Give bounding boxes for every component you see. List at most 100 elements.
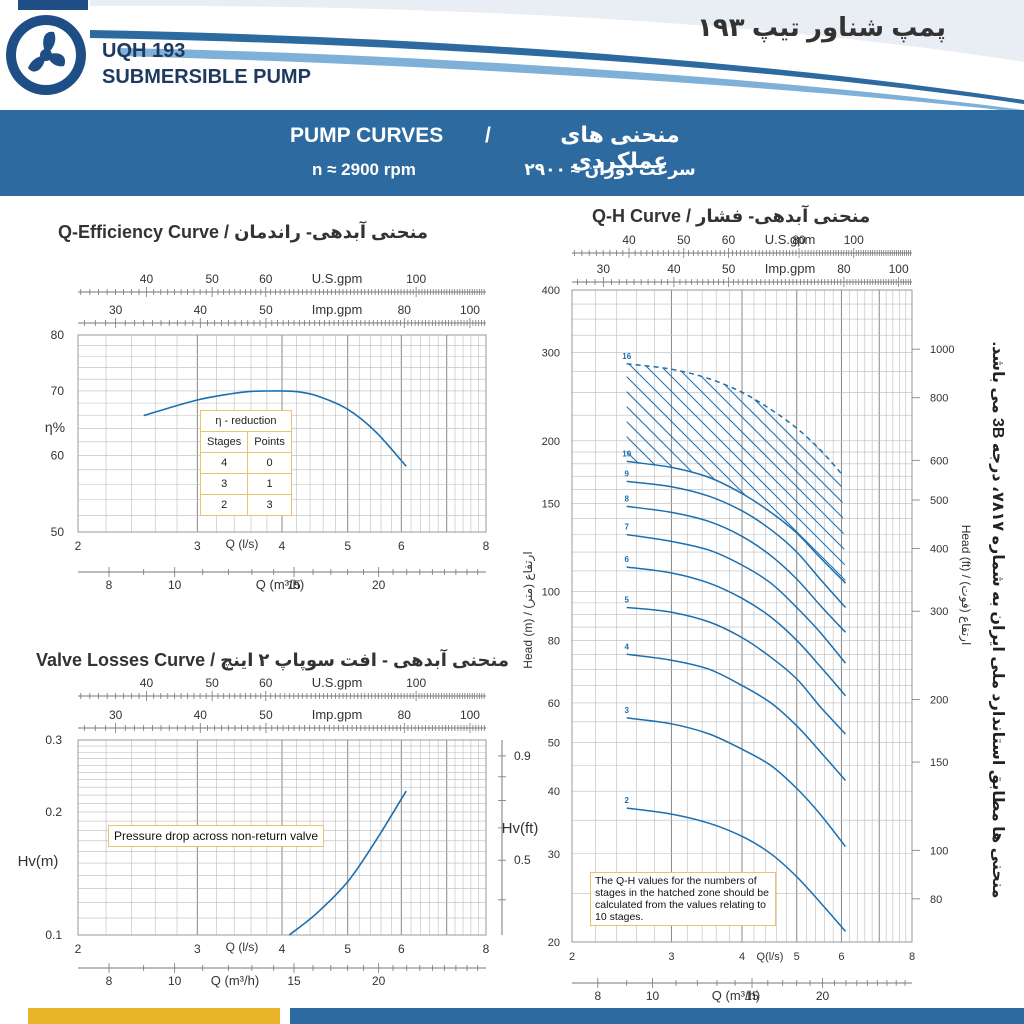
valve-y2-label: Hv(ft) [502,820,539,837]
eff-usgpm-tick-label: 50 [205,272,219,286]
qh-ft-tick-label: 150 [930,757,948,769]
qh-hatch-line [950,340,1024,640]
qh-ls-tick-label: 8 [909,951,915,963]
eff-impgpm-tick-label: 50 [259,303,273,317]
qh-hatch-line [626,363,741,584]
qh-title: Q-H Curve / منحنی آبدهی- فشار [592,206,871,226]
qh-ft-tick-label: 800 [930,393,948,405]
qh-hatch-line [754,363,846,584]
qh-stage-label: 10 [622,449,631,458]
qh-hatch-line [626,363,846,584]
qh-hatch-line [769,363,846,584]
qh-curve-stage [626,566,847,697]
eff-ls-tick-label: 3 [194,539,201,553]
page-header: UQH 193 SUBMERSIBLE PUMP پمپ شناور تیپ ۱… [0,0,1024,110]
qh-hatch-line [305,340,605,640]
qh-y-tick-label: 100 [542,587,560,599]
qh-ft-tick-label: 1000 [930,344,954,356]
qh-y-tick-label: 40 [548,786,560,798]
eff-m3h-tick-label: 20 [372,578,386,592]
qh-ls-tick-label: 2 [569,951,575,963]
qh-hatch-line [935,340,1024,640]
valve-ls-tick-label: 5 [344,942,351,956]
qh-curve-stage [626,653,847,781]
eff-usgpm-axis-label: U.S.gpm [312,271,363,286]
qh-y-tick-label: 50 [548,738,560,750]
qh-stage-label: 5 [625,596,630,605]
eff-usgpm-tick-label: 40 [140,272,154,286]
qh-hatch-line [649,363,846,584]
qh-hatch-line [275,340,575,640]
eff-m3h-axis-label: Q (m³/h) [256,577,304,592]
qh-ls-tick-label: 4 [739,951,745,963]
qh-hatch-line [626,363,846,584]
valve-usgpm-tick-label: 40 [140,676,154,690]
banner-title-en: PUMP CURVES [290,124,444,147]
qh-ft-tick-label: 600 [930,455,948,467]
eff-y-tick-label: 80 [51,328,65,342]
qh-ls-tick-label: 3 [668,951,674,963]
qh-impgpm-tick-label: 30 [597,262,611,276]
qh-ls-tick-label: 6 [838,951,844,963]
qh-stage-label: 16 [622,352,631,361]
eff-m3h-tick-label: 15 [287,578,301,592]
valve-y-tick-label: 0.3 [45,733,62,747]
valve-y-tick-label: 0.2 [45,805,62,819]
qh-m3h-tick-label: 15 [745,989,759,1003]
qh-impgpm-tick-label: 80 [837,262,851,276]
eff-y-tick-label: 60 [51,449,65,463]
product-name: SUBMERSIBLE PUMP [102,66,311,88]
qh-curve-stage [626,480,847,608]
qh-y-tick-label: 20 [548,937,560,949]
eff-ls-tick-label: 8 [483,539,490,553]
qh-hatch-line [626,363,726,584]
eff-impgpm-tick-label: 80 [398,303,412,317]
qh-stage-label: 2 [625,796,630,805]
header-swoosh [90,0,1024,110]
valve-ls-tick-label: 6 [398,942,405,956]
valve-usgpm-tick-label: 60 [259,676,273,690]
footer-yellow-bar [28,1008,280,1024]
eff-ls-label: Q (l/s) [226,537,259,551]
qh-note: The Q-H values for the numbers of stages… [590,872,776,926]
qh-curve-stage [626,505,847,633]
qh-curve-stage [626,460,847,584]
valve-note: Pressure drop across non-return valve [108,825,325,847]
eff-y-tick-label: 70 [51,384,65,398]
qh-hatch-line [626,363,651,584]
qh-stage-label: 3 [625,706,630,715]
valve-ft-tick-label: 0.9 [514,749,531,763]
valve-m3h-axis-label: Q (m³/h) [211,973,259,988]
valve-y-label: Hv(m) [18,853,59,870]
qh-hatch-line [626,363,801,584]
banner-separator: / [485,124,491,147]
qh-usgpm-tick-label: 80 [792,233,806,247]
eff-ls-tick-label: 2 [75,539,82,553]
eta-table-cell: 3 [247,494,292,516]
eff-impgpm-tick-label: 30 [109,303,123,317]
eta-table-header: Stages [199,431,249,453]
eta-table-header: Points [247,431,292,453]
valve-m3h-tick-label: 20 [372,974,386,988]
eff-impgpm-tick-label: 40 [194,303,208,317]
qh-hatch-line [320,340,620,640]
valve-m3h-tick-label: 8 [106,974,113,988]
qh-hatch-line [626,363,846,584]
eff-m3h-tick-label: 10 [168,578,182,592]
valve-impgpm-axis-label: Imp.gpm [312,707,363,722]
qh-y-tick-label: 150 [542,498,560,510]
valve-ls-tick-label: 4 [279,942,286,956]
qh-hatch-line [626,363,681,584]
qh-y-label: Head (m) / (ارتفاع (متر [521,551,536,668]
qh-usgpm-tick-label: 40 [622,233,636,247]
qh-ft-tick-label: 100 [930,845,948,857]
qh-impgpm-tick-label: 40 [667,262,681,276]
eff-ls-tick-label: 6 [398,539,405,553]
valve-impgpm-tick-label: 50 [259,708,273,722]
qh-hatch-line [626,363,831,584]
eta-table-cell: 1 [247,473,292,495]
qh-stage-label: 7 [625,523,630,532]
qh-stage-label: 9 [625,469,630,478]
qh-hatch-line [694,363,846,584]
